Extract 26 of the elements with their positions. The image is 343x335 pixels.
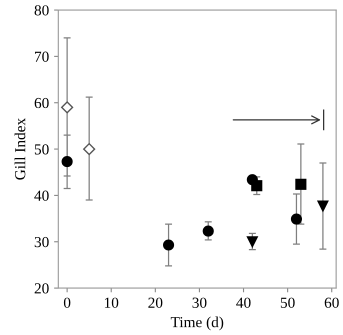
x-tick-label: 50 [280,298,295,308]
point [295,178,306,190]
y-tick-label: 50 [34,144,49,155]
point [290,213,302,225]
x-axis-title: Time (d) [170,316,224,330]
point [62,156,73,168]
point [61,101,74,114]
point [251,180,262,192]
y-tick-label: 40 [34,190,49,201]
point [246,236,258,248]
x-tick-label: 40 [236,298,251,308]
y-tick-label: 20 [34,283,49,294]
point [202,226,214,237]
x-tick-label: 10 [104,298,118,308]
point [83,142,96,156]
x-tick-label: 60 [324,298,339,308]
y-tick-label: 30 [34,236,49,248]
y-tick-label: 70 [35,52,49,62]
x-tick-label: 30 [192,298,206,308]
point [317,200,328,212]
y-tick-label: 80 [34,5,49,16]
x-tick-label: 0 [64,298,70,308]
y-tick-label: 60 [34,98,49,108]
x-tick-label: 20 [148,298,162,308]
y-axis-title: Gill Index [14,118,26,180]
point [163,239,174,251]
